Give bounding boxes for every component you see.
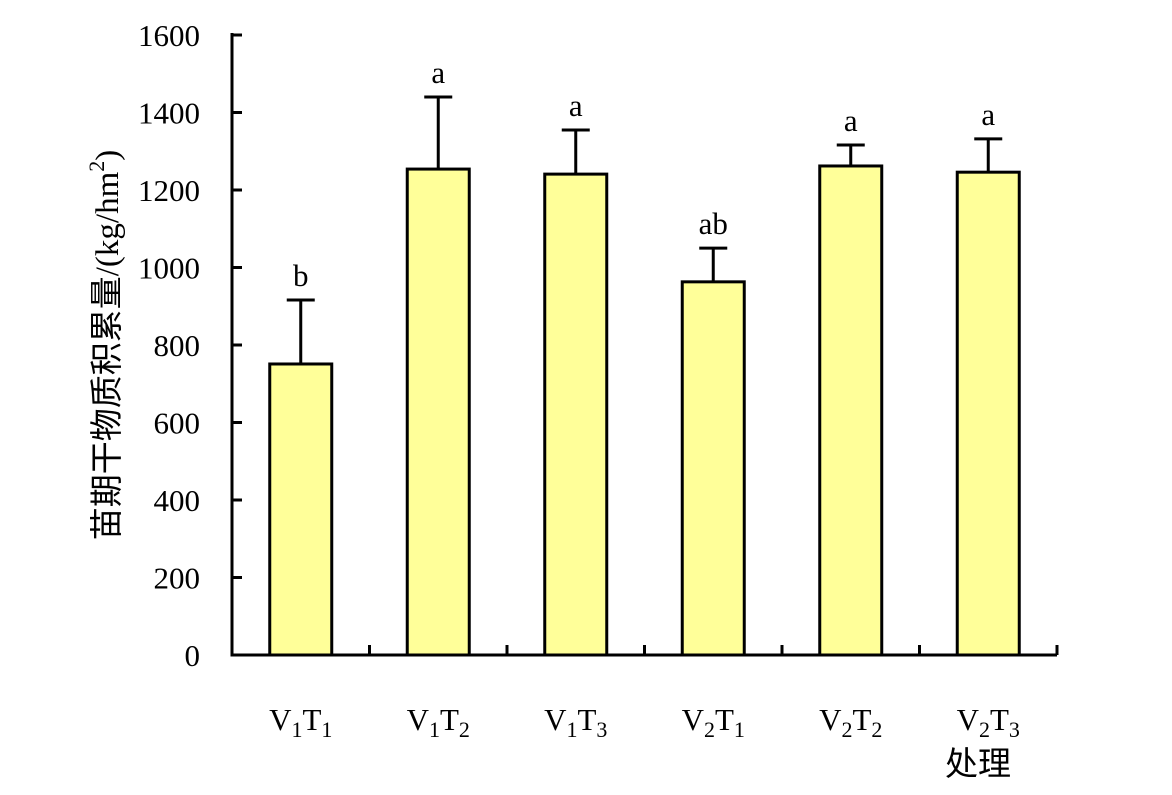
y-tick-label: 600 — [154, 406, 201, 441]
y-tick-label: 1000 — [138, 251, 200, 286]
bar — [818, 164, 884, 657]
bar — [268, 362, 334, 657]
x-axis-title: 处理 — [945, 746, 1011, 783]
significance-label: b — [293, 258, 309, 293]
x-tick-label: V2T3 — [957, 702, 1020, 742]
y-tick-label: 1400 — [138, 96, 200, 131]
bar — [680, 280, 746, 657]
significance-label: a — [844, 103, 858, 138]
x-tick-label: V2T1 — [682, 702, 745, 742]
bar — [955, 170, 1021, 657]
y-tick-label: 800 — [154, 328, 201, 363]
x-tick-label: V1T3 — [544, 702, 607, 742]
significance-label: a — [431, 55, 445, 90]
significance-label: a — [569, 88, 583, 123]
significance-label: ab — [699, 206, 728, 241]
y-tick-label: 400 — [154, 483, 201, 518]
bar — [543, 172, 609, 657]
x-tick-label: V1T2 — [407, 702, 470, 742]
significance-label: a — [981, 97, 995, 132]
y-tick-label: 1600 — [138, 18, 200, 53]
y-tick-label: 1200 — [138, 173, 200, 208]
x-tick-label: V1T1 — [269, 702, 332, 742]
bar — [405, 167, 471, 657]
y-axis-title: 苗期干物质积累量/(kg/hm2) — [84, 150, 126, 541]
x-tick-label: V2T2 — [819, 702, 882, 742]
y-tick-label: 200 — [154, 561, 201, 596]
y-tick-label: 0 — [185, 638, 201, 673]
